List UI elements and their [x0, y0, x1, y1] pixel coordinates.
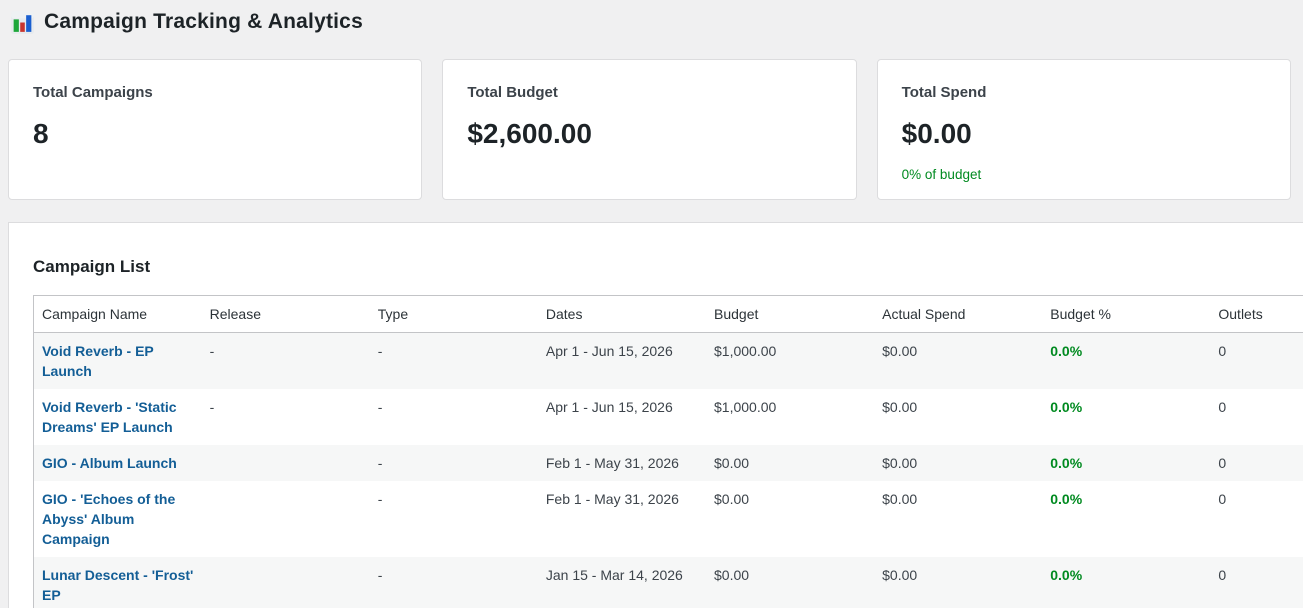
type-cell: -	[377, 567, 383, 583]
actual-spend-cell: $0.00	[882, 455, 918, 471]
release-cell	[202, 557, 370, 608]
dates-cell: Feb 1 - May 31, 2026	[545, 455, 679, 471]
page-header: Campaign Tracking & Analytics	[0, 0, 1303, 43]
campaign-name-link[interactable]: GIO - Album Launch	[42, 455, 177, 471]
column-header-budget: Budget	[706, 295, 875, 333]
table-row: GIO - 'Echoes of the Abyss' Album Campai…	[33, 481, 1303, 557]
outlets-cell: 0	[1218, 399, 1227, 415]
campaign-name-link[interactable]: Void Reverb - 'Static Dreams' EP Launch	[42, 399, 177, 435]
release-cell: -	[209, 343, 215, 359]
card-label: Total Budget	[467, 84, 558, 101]
bar-chart-icon	[11, 10, 34, 34]
card-label: Total Spend	[901, 84, 987, 101]
dates-cell: Apr 1 - Jun 15, 2026	[545, 343, 673, 359]
total-spend-card: Total Spend $0.00 0% of budget	[876, 59, 1291, 200]
budget-cell: $0.00	[714, 567, 750, 583]
release-cell: -	[209, 399, 215, 415]
campaign-name-link[interactable]: Void Reverb - EP Launch	[42, 343, 154, 379]
outlets-cell: 0	[1218, 455, 1227, 471]
column-header-release: Release	[201, 295, 370, 333]
card-value: $0.00	[901, 118, 972, 149]
total-budget-card: Total Budget $2,600.00	[442, 59, 857, 200]
column-header-actual-spend: Actual Spend	[874, 295, 1043, 333]
budget-cell: $1,000.00	[714, 343, 777, 359]
budget-cell: $0.00	[714, 455, 750, 471]
actual-spend-cell: $0.00	[882, 343, 918, 359]
campaign-name-link[interactable]: GIO - 'Echoes of the Abyss' Album Campai…	[42, 491, 176, 547]
release-cell	[202, 445, 370, 481]
column-header-dates: Dates	[537, 295, 706, 333]
campaign-list-panel: Campaign List Campaign Name Release Type…	[8, 222, 1303, 608]
actual-spend-cell: $0.00	[882, 567, 918, 583]
budget-cell: $1,000.00	[714, 399, 777, 415]
card-value: 8	[33, 118, 49, 149]
table-header-row: Campaign Name Release Type Dates Budget …	[33, 295, 1303, 333]
table-row: Void Reverb - EP Launch - - Apr 1 - Jun …	[33, 332, 1303, 389]
campaign-name-link[interactable]: Lunar Descent - 'Frost' EP	[42, 567, 194, 603]
outlets-cell: 0	[1218, 343, 1227, 359]
campaign-table: Campaign Name Release Type Dates Budget …	[33, 295, 1303, 608]
type-cell: -	[377, 455, 383, 471]
actual-spend-cell: $0.00	[882, 399, 918, 415]
card-subtext: 0% of budget	[901, 167, 982, 182]
type-cell: -	[377, 343, 383, 359]
table-row: GIO - Album Launch - Feb 1 - May 31, 202…	[33, 445, 1303, 481]
budget-cell: $0.00	[714, 491, 750, 507]
card-label: Total Campaigns	[33, 84, 153, 101]
column-header-outlets: Outlets	[1210, 295, 1303, 333]
summary-cards-row: Total Campaigns 8 Total Budget $2,600.00…	[8, 59, 1291, 200]
table-row: Lunar Descent - 'Frost' EP - Jan 15 - Ma…	[33, 557, 1303, 608]
dates-cell: Apr 1 - Jun 15, 2026	[545, 399, 673, 415]
dates-cell: Jan 15 - Mar 14, 2026	[545, 567, 683, 583]
budget-pct-value: 0.0%	[1050, 455, 1083, 471]
total-campaigns-card: Total Campaigns 8	[8, 59, 423, 200]
column-header-type: Type	[369, 295, 538, 333]
budget-pct-value: 0.0%	[1050, 491, 1083, 507]
actual-spend-cell: $0.00	[882, 491, 918, 507]
dates-cell: Feb 1 - May 31, 2026	[545, 491, 679, 507]
budget-pct-value: 0.0%	[1050, 343, 1083, 359]
column-header-campaign-name: Campaign Name	[33, 295, 202, 333]
budget-pct-value: 0.0%	[1050, 567, 1083, 583]
type-cell: -	[377, 491, 383, 507]
release-cell	[202, 481, 370, 557]
table-row: Void Reverb - 'Static Dreams' EP Launch …	[33, 389, 1303, 445]
type-cell: -	[377, 399, 383, 415]
outlets-cell: 0	[1218, 567, 1227, 583]
page-title: Campaign Tracking & Analytics	[44, 10, 363, 33]
budget-pct-value: 0.0%	[1050, 399, 1083, 415]
card-value: $2,600.00	[467, 118, 592, 149]
column-header-budget-pct: Budget %	[1042, 295, 1211, 333]
outlets-cell: 0	[1218, 491, 1227, 507]
campaign-list-heading: Campaign List	[33, 257, 151, 276]
